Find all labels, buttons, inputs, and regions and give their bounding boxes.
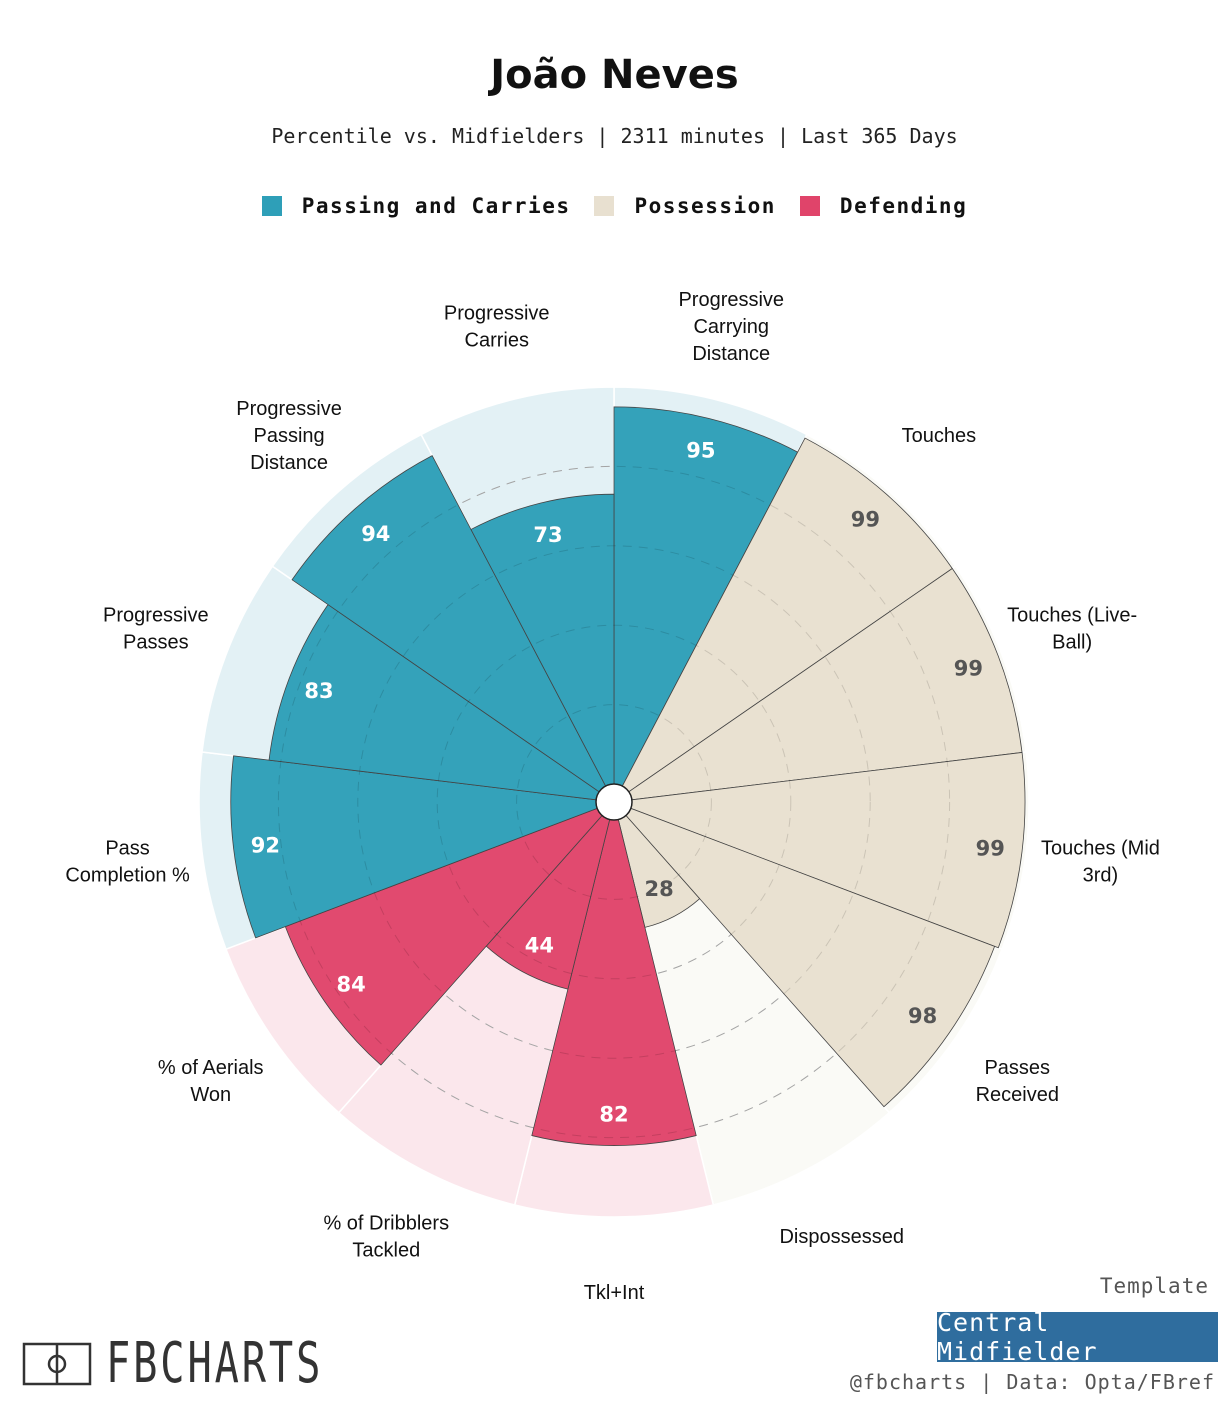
gridline-overlay-40	[436, 624, 792, 980]
value-label-pass-completion: 92	[251, 833, 280, 857]
fbcharts-logo: FBCHARTS	[22, 1336, 408, 1392]
legend: Passing and Carries Possession Defending	[0, 194, 1229, 218]
category-label-touches-live-ball: Touches (Live-Ball)	[1007, 605, 1137, 654]
chart-subtitle: Percentile vs. Midfielders | 2311 minute…	[271, 124, 958, 148]
gridline-overlay-20	[516, 704, 712, 900]
value-label-touches-live-ball: 99	[954, 657, 983, 681]
gridline-overlay-60	[357, 545, 871, 1059]
legend-label-passing: Passing and Carries	[301, 194, 571, 218]
value-label-of-aerials-won: 84	[336, 972, 365, 996]
category-label-progressive-passes: Progressive Passes	[103, 605, 209, 654]
legend-item-defending: Defending	[799, 194, 968, 218]
value-label-passes-received: 98	[908, 1004, 937, 1028]
legend-swatch-possession	[594, 196, 615, 216]
template-badge: Central Midfielder	[937, 1308, 1218, 1366]
center-hub	[595, 783, 633, 821]
legend-item-possession: Possession	[594, 194, 775, 218]
template-label: Template	[1099, 1274, 1209, 1298]
value-label-progressive-carries: 73	[533, 523, 562, 547]
value-label-touches: 99	[851, 507, 880, 531]
value-label-of-dribblers-tackled: 44	[525, 933, 554, 957]
legend-label-possession: Possession	[634, 194, 776, 218]
pitch-logo-icon	[22, 1342, 92, 1386]
category-label-touches: Touches	[902, 425, 977, 447]
value-label-touches-mid-3rd: 99	[976, 837, 1005, 861]
logo-text: FBCHARTS	[106, 1331, 324, 1396]
legend-item-passing: Passing and Carries	[261, 194, 571, 218]
gridline-overlay-80	[277, 465, 951, 1139]
chart-title: João Neves	[490, 52, 739, 98]
legend-swatch-passing	[261, 196, 282, 216]
category-label-dispossessed: Dispossessed	[779, 1226, 904, 1248]
value-label-tkl-int: 82	[599, 1103, 628, 1127]
category-label-of-dribblers-tackled: % of Dribblers Tackled	[323, 1212, 449, 1261]
value-label-dispossessed: 28	[645, 877, 674, 901]
data-credit: @fbcharts | Data: Opta/FBref	[849, 1370, 1215, 1394]
category-label-pass-completion: Pass Completion %	[65, 838, 190, 887]
value-label-progressive-passes: 83	[304, 679, 333, 703]
legend-label-defending: Defending	[839, 194, 968, 218]
category-label-touches-mid-3rd: Touches (Mid 3rd)	[1041, 838, 1160, 887]
category-label-progressive-carries: Progressive Carries	[444, 303, 550, 352]
value-label-progressive-carrying-distance: 95	[686, 438, 715, 462]
category-label-of-aerials-won: % of Aerials Won	[158, 1057, 264, 1106]
value-label-progressive-passing-distance: 94	[361, 522, 390, 546]
category-label-tkl-int: Tkl+Int	[584, 1282, 645, 1304]
category-label-progressive-carrying-distance: Progressive Carrying Distance	[678, 289, 784, 365]
category-label-progressive-passing-distance: Progressive Passing Distance	[236, 398, 342, 474]
legend-swatch-defending	[799, 196, 820, 216]
category-label-passes-received: Passes Received	[976, 1057, 1059, 1106]
